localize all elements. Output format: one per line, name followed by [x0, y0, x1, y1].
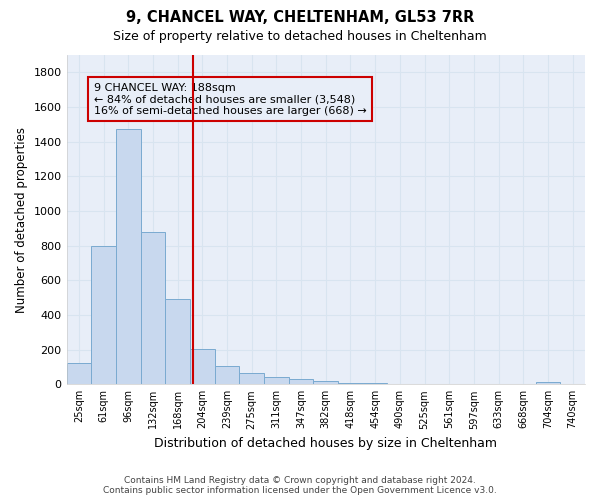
Bar: [239, 373, 264, 384]
X-axis label: Distribution of detached houses by size in Cheltenham: Distribution of detached houses by size …: [154, 437, 497, 450]
Bar: [338, 382, 363, 384]
Bar: [215, 366, 239, 384]
Y-axis label: Number of detached properties: Number of detached properties: [15, 126, 28, 312]
Bar: [140, 232, 165, 384]
Text: 9, CHANCEL WAY, CHELTENHAM, GL53 7RR: 9, CHANCEL WAY, CHELTENHAM, GL53 7RR: [126, 10, 474, 25]
Bar: [289, 379, 313, 384]
Bar: [116, 128, 140, 384]
Bar: [91, 246, 116, 384]
Bar: [264, 377, 289, 384]
Text: 9 CHANCEL WAY: 188sqm
← 84% of detached houses are smaller (3,548)
16% of semi-d: 9 CHANCEL WAY: 188sqm ← 84% of detached …: [94, 82, 367, 116]
Text: Size of property relative to detached houses in Cheltenham: Size of property relative to detached ho…: [113, 30, 487, 43]
Bar: [67, 362, 91, 384]
Bar: [313, 381, 338, 384]
Bar: [536, 382, 560, 384]
Bar: [363, 383, 388, 384]
Bar: [165, 300, 190, 384]
Text: Contains HM Land Registry data © Crown copyright and database right 2024.
Contai: Contains HM Land Registry data © Crown c…: [103, 476, 497, 495]
Bar: [190, 349, 215, 384]
